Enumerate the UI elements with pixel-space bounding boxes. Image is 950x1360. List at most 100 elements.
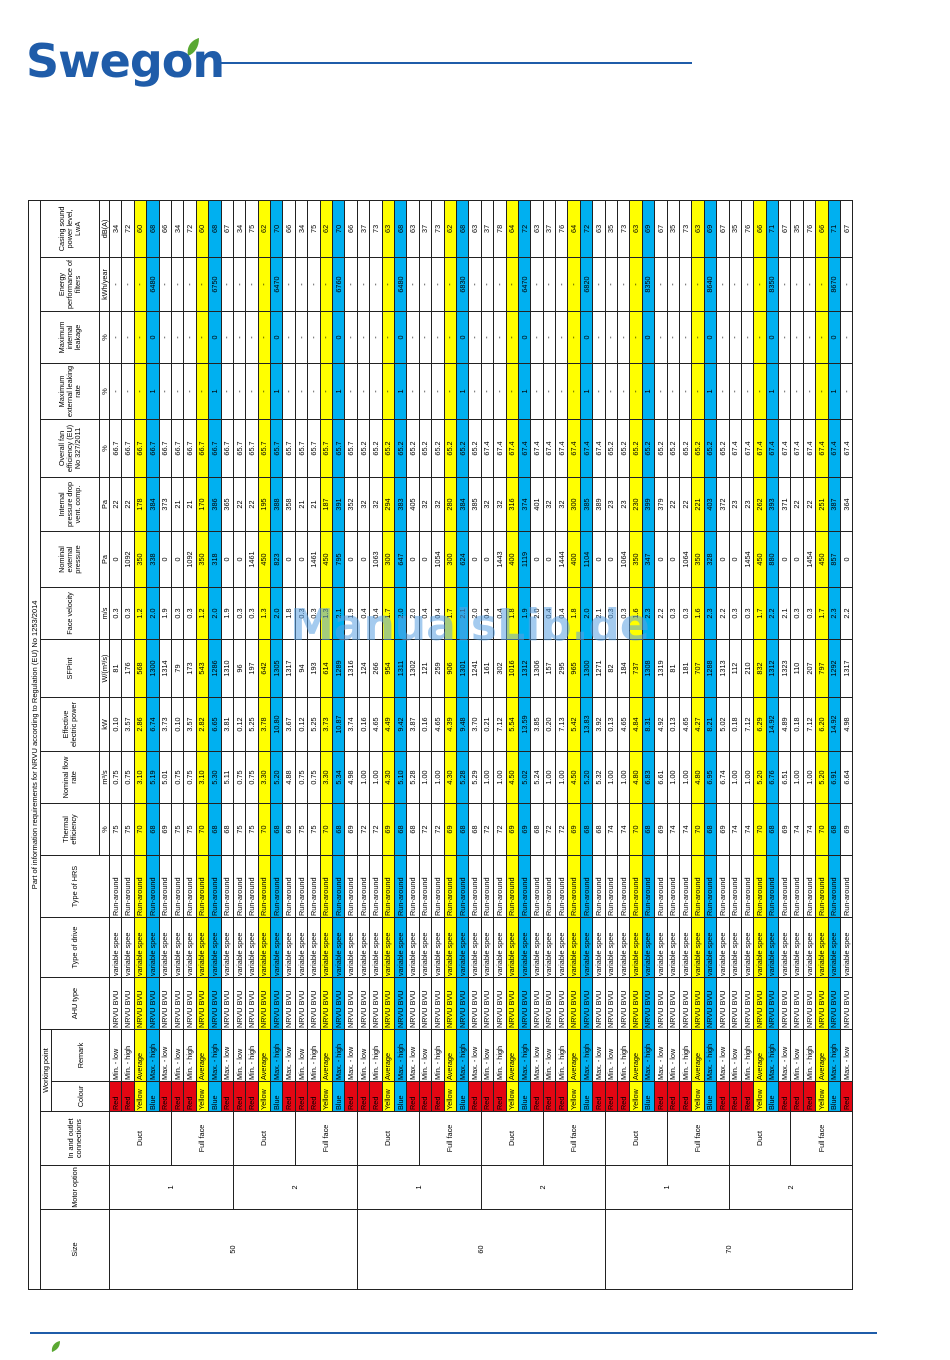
data-cell: NRVU BVU (704, 977, 717, 1030)
colour-cell: Blue (704, 1081, 717, 1112)
data-cell: - (481, 363, 494, 420)
data-cell: 66.7 (183, 419, 197, 478)
data-cell: Max. - low (159, 1029, 172, 1082)
data-cell: 1313 (716, 639, 730, 698)
data-cell: - (592, 257, 606, 312)
data-cell: 75 (295, 803, 308, 856)
data-cell: 22 (667, 477, 680, 532)
data-cell: 72 (580, 200, 593, 258)
colour-cell: Red (840, 1081, 853, 1112)
data-cell: NRVU BVU (803, 977, 816, 1030)
data-cell: NRVU BVU (543, 977, 556, 1030)
data-cell: NRVU BVU (766, 977, 779, 1030)
data-cell: 75 (171, 803, 184, 856)
data-cell: 67.4 (555, 419, 568, 478)
data-cell: 374 (518, 477, 531, 532)
colour-cell: Blue (518, 1081, 531, 1112)
motor-cell: 1 (109, 1165, 234, 1210)
size-cell: 60 (357, 1209, 606, 1290)
data-cell: NRVU BVU (741, 977, 754, 1030)
data-cell: 69 (518, 803, 531, 856)
data-cell: 170 (196, 477, 209, 532)
data-cell: Run-around (208, 855, 222, 918)
data-cell: 72 (518, 200, 531, 258)
data-cell: NRVU BVU (642, 977, 655, 1030)
data-cell: NRVU BVU (344, 977, 358, 1030)
data-cell: 384 (456, 477, 469, 532)
data-cell: - (307, 257, 321, 312)
data-cell: - (258, 311, 271, 364)
data-cell: - (493, 311, 506, 364)
data-cell: - (741, 311, 754, 364)
data-cell: - (320, 257, 333, 312)
data-cell: 32 (481, 477, 494, 532)
data-cell: 68 (406, 803, 420, 856)
data-cell: 6.91 (828, 751, 841, 804)
data-cell: NRVU BVU (444, 977, 457, 1030)
data-cell: - (134, 311, 147, 364)
data-row: Full face Red Min. - low NRVU BVU variable s… (543, 200, 606, 1289)
data-cell: 75 (245, 803, 259, 856)
data-cell: 251 (815, 477, 829, 532)
colour-cell: Red (530, 1081, 544, 1112)
data-cell: 1054 (431, 531, 445, 588)
data-cell: 0.3 (729, 587, 742, 640)
data-cell: 5.20 (753, 751, 767, 804)
data-cell: 1092 (183, 531, 197, 588)
colour-cell: Red (493, 1081, 506, 1112)
colour-cell: Red (369, 1081, 383, 1112)
data-cell: 1092 (121, 531, 135, 588)
data-cell: NRVU BVU (518, 977, 531, 1030)
data-cell: - (369, 363, 383, 420)
data-cell: - (592, 311, 606, 364)
data-cell: 65.7 (282, 419, 296, 478)
data-cell: NRVU BVU (295, 977, 308, 1030)
data-cell: 221 (691, 477, 705, 532)
data-cell: 3.30 (320, 751, 333, 804)
data-cell: 74 (667, 803, 680, 856)
data-cell: 1104 (580, 531, 593, 588)
data-cell: NRVU BVU (307, 977, 321, 1030)
data-cell: - (406, 363, 420, 420)
data-cell: 0 (605, 531, 618, 588)
data-cell: 63 (691, 200, 705, 258)
data-cell: Max. - high (766, 1029, 779, 1082)
data-cell: 1444 (555, 531, 568, 588)
data-cell: variable spee (493, 917, 506, 978)
data-cell: 384 (146, 477, 160, 532)
data-cell: 37 (543, 200, 556, 258)
data-cell: 65.7 (258, 419, 271, 478)
data-cell: - (221, 257, 234, 312)
data-cell: Run-around (245, 855, 259, 918)
data-cell: 69 (282, 803, 296, 856)
data-cell: 0 (282, 531, 296, 588)
colour-cell: Yellow (691, 1081, 705, 1112)
data-cell: NRVU BVU (456, 977, 469, 1030)
data-cell: 0.3 (679, 587, 692, 640)
data-cell: 6.74 (716, 751, 730, 804)
data-cell: Max. - high (146, 1029, 160, 1082)
data-cell: 347 (642, 531, 655, 588)
data-cell: 3.73 (320, 697, 333, 752)
data-cell: 5.20 (580, 751, 593, 804)
data-cell: - (654, 311, 668, 364)
data-cell: - (245, 257, 259, 312)
unit: % (99, 419, 110, 478)
data-cell: 1 (456, 363, 469, 420)
data-cell: 4.84 (629, 697, 643, 752)
data-cell: - (667, 257, 680, 312)
data-cell: 35 (729, 200, 742, 258)
column-header: Energy performance of filters (40, 257, 100, 312)
colour-cell: Red (592, 1081, 606, 1112)
data-cell: 262 (753, 477, 767, 532)
data-cell: Run-around (617, 855, 630, 918)
data-cell: 22 (121, 477, 135, 532)
data-cell: 1.00 (543, 751, 556, 804)
data-cell: 68 (270, 803, 283, 856)
data-cell: variable spee (790, 917, 804, 978)
data-cell: Max. - high (270, 1029, 283, 1082)
data-cell: 32 (493, 477, 506, 532)
column-header: Overall fan efficiency (EU) No 327/2011 (40, 419, 100, 478)
data-cell: 3.81 (221, 697, 234, 752)
data-cell: 74 (605, 803, 618, 856)
